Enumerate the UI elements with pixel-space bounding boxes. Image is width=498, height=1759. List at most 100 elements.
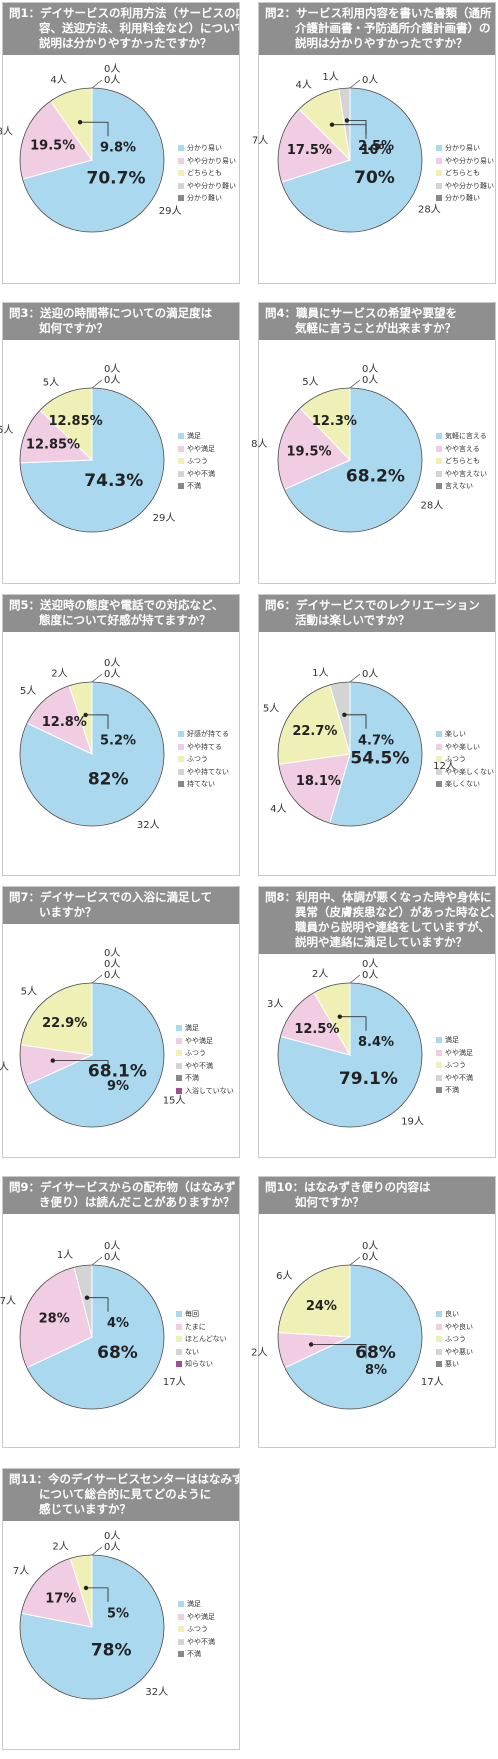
percent-label: 12.5% [294,1022,339,1037]
count-label: 17人 [421,1376,444,1388]
legend-item: 満足 [178,430,215,443]
legend-swatch [436,1087,442,1094]
count-label: 28人 [418,203,441,215]
chart-legend: 分かり易い やや分かり易い どちらとも やや分かり難い 分かり難い [178,142,236,205]
legend-swatch [436,743,442,750]
percent-label: 19.5% [286,445,331,460]
legend-item: 良い [436,1308,473,1321]
percent-label: 2.5% [358,139,394,154]
legend-label: ふつう [187,457,208,465]
percent-label: 68% [355,1343,396,1363]
question-title-line: 感じていますか？ [39,1502,131,1516]
chart-legend: 気軽に言える やや言える どちらとも やや言えない 言えない [436,430,487,493]
question-title-line: いますか？ [39,905,97,919]
leader-line [52,1060,109,1075]
legend-swatch [436,1323,442,1330]
legend-swatch [436,1074,442,1081]
percent-label: 10% [360,143,391,158]
question-title-line: 問1：デイサービスの利用方法（サービスの内 [9,6,240,20]
legend-swatch [178,756,184,763]
zero-leader-line [91,974,103,984]
legend-label: 好感が持てる [187,730,229,738]
legend-swatch [436,756,442,763]
legend-swatch [178,743,184,750]
percent-label: 74.3% [84,471,143,491]
zero-leader-line [91,79,103,89]
count-label: 0人 [362,374,378,386]
count-label: 0人 [104,374,120,386]
legend-label: 満足 [187,1600,201,1608]
question-title-line: 問5：送迎時の態度や電話での対応など、 [9,598,224,612]
legend-swatch [436,1311,442,1318]
legend-label: 不満 [187,1650,201,1658]
legend-label: ほとんどない [185,1335,227,1343]
chart-legend: 分かり易い やや分かり易い どちらとも やや分かり難い 分かり難い [436,142,494,205]
question-title-line: 説明は分かりやすかったですか？ [295,36,468,50]
count-label: 8人 [251,438,267,450]
legend-item: 満足 [178,1598,215,1611]
leader-line [85,714,109,729]
count-label: 4人 [270,803,286,815]
count-label: 5人 [21,986,37,998]
count-label: 29人 [153,512,176,524]
percent-label: 68.2% [346,466,405,486]
percent-label: 54.5% [350,748,409,768]
legend-item: 気軽に言える [436,430,487,443]
legend-label: 満足 [185,1024,199,1032]
legend-swatch [436,731,442,738]
legend-item: やや悪い [436,1346,473,1359]
count-label: 0人 [104,947,120,959]
legend-item: やや分かり難い [178,180,236,193]
legend-label: どちらとも [445,457,480,465]
count-label: 8人 [0,126,13,138]
count-label: 7人 [0,1295,16,1307]
count-label: 2人 [52,1540,68,1552]
question-title: 問9：デイサービスからの配布物（はなみず き便り）は読んだことがありますか？ [3,1177,239,1214]
legend-label: やや不満 [445,1073,473,1082]
percent-label: 4.7% [358,733,394,748]
legend-item: 持てない [178,778,229,791]
legend-item: 入浴していない [176,1085,234,1098]
question-title-line: 問4：職員にサービスの希望や要望を [265,306,457,320]
zero-leader-line [349,79,361,89]
legend-item: 満足 [176,1022,234,1035]
count-label: 0人 [362,1240,378,1252]
count-label: 0人 [104,74,120,86]
legend-label: 楽しくない [445,780,480,788]
legend-label: 毎回 [185,1310,199,1318]
percent-label: 4% [107,1316,129,1331]
legend-item: ふつう [176,1047,234,1060]
legend-item: やや持てる [178,741,229,754]
percent-label: 12.85% [49,414,103,429]
legend-label: ふつう [445,755,466,763]
zero-leader-line [91,379,103,389]
legend-item: 知らない [176,1358,227,1371]
legend-swatch [178,170,184,177]
leader-dot [342,712,347,717]
legend-swatch [436,1062,442,1069]
chart-legend: 良い やや良い ふつう やや悪い 悪い [436,1308,473,1371]
legend-swatch [436,195,442,202]
legend-swatch [178,1638,184,1645]
question-panel-1: 問1：デイサービスの利用方法（サービスの内 容、送迎方法、利用料金など）についての… [2,2,240,284]
question-title-line: 問7：デイサービスでの入浴に満足して [9,890,213,904]
legend-label: やや満足 [185,1036,213,1045]
leader-line [86,1297,109,1312]
question-title-line: き便り）は読んだことがありますか？ [39,1195,235,1209]
question-title-line: 問2：サービス利用内容を書いた書類（通所 [265,6,492,20]
legend-swatch [436,1049,442,1056]
legend-item: やや不満 [176,1060,234,1073]
legend-label: やや持てない [187,767,229,776]
question-title-line: 問11：今のデイサービスセンターははなみずき [9,1472,240,1486]
legend-item: ない [176,1346,227,1359]
legend-item: ふつう [178,1623,215,1636]
legend-item: やや不満 [178,1636,215,1649]
count-label: 2人 [312,968,328,980]
legend-label: やや不満 [187,1637,215,1646]
percent-label: 12.85% [26,438,80,453]
legend-label: どちらとも [445,169,480,177]
question-title: 問1：デイサービスの利用方法（サービスの内 容、送迎方法、利用料金など）についての… [3,3,239,55]
legend-swatch [436,470,442,477]
legend-swatch [176,1062,182,1069]
